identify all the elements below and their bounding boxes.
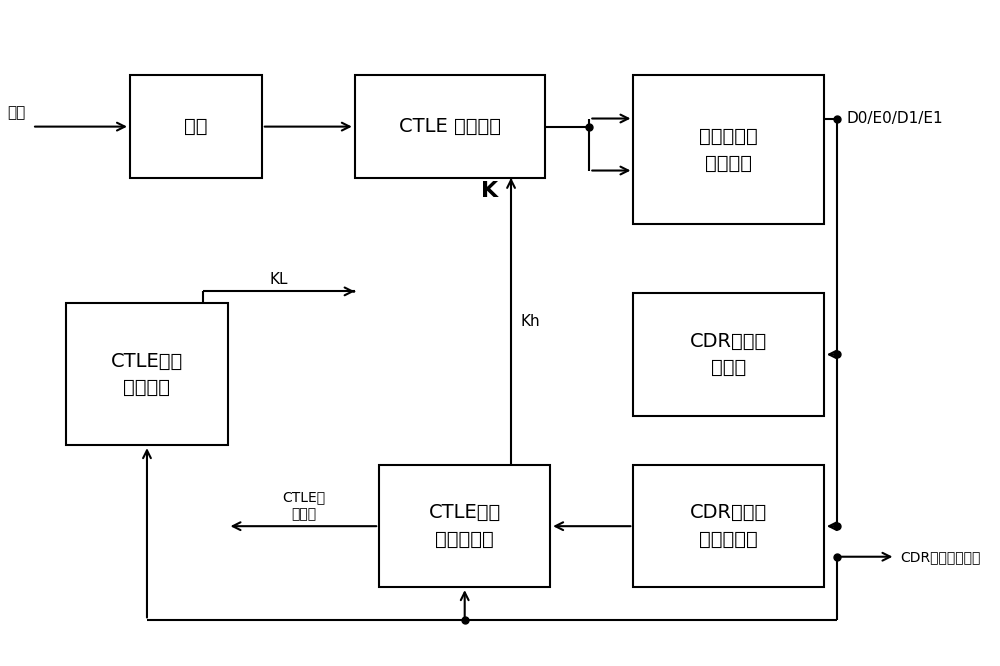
Text: CTLE自适
应算法模块: CTLE自适 应算法模块 [429, 503, 501, 549]
Text: Kh: Kh [521, 314, 540, 329]
Text: CDR锁定状
态判断模块: CDR锁定状 态判断模块 [690, 503, 767, 549]
Text: CTLE 补偿电路: CTLE 补偿电路 [399, 117, 501, 136]
Text: 信号: 信号 [8, 105, 26, 120]
Text: CDR相位跟
踪模块: CDR相位跟 踪模块 [690, 332, 767, 377]
Text: 信道: 信道 [184, 117, 208, 136]
Bar [355, 75, 545, 178]
Text: D0/E0/D1/E1: D0/E0/D1/E1 [846, 111, 943, 126]
Bar [66, 303, 228, 446]
Bar [379, 465, 550, 587]
Bar [633, 465, 824, 587]
Text: CTLE收
敛信号: CTLE收 敛信号 [282, 490, 325, 521]
Bar [633, 294, 824, 416]
Text: CTLE曲线
选择模块: CTLE曲线 选择模块 [111, 352, 183, 397]
Bar [130, 75, 262, 178]
Text: CDR锁定状态信号: CDR锁定状态信号 [900, 549, 981, 563]
Text: KL: KL [270, 272, 288, 287]
Text: 比较器缓存
数据单元: 比较器缓存 数据单元 [699, 127, 758, 172]
Text: K: K [481, 181, 498, 201]
Bar [633, 75, 824, 224]
